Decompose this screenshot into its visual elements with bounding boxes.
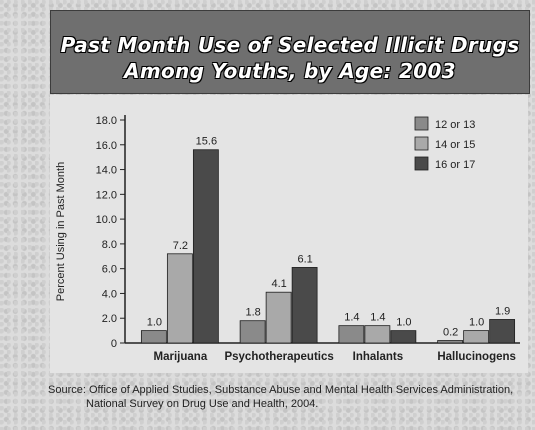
bar [364, 325, 391, 344]
bar [463, 330, 490, 344]
source-line-2: National Survey on Drug Use and Health, … [86, 398, 319, 410]
legend-label: 14 or 15 [435, 139, 475, 151]
y-tick-label: 18.0 [96, 115, 117, 127]
y-tick-label: 6.0 [102, 264, 117, 276]
bar-value-label: 1.8 [245, 307, 260, 319]
y-tick-label: 12.0 [96, 189, 117, 201]
y-axis-label: Percent Using in Past Month [55, 162, 67, 301]
bar-value-label: 1.4 [344, 312, 359, 324]
bar-value-label: 1.4 [370, 312, 385, 324]
bar [291, 267, 318, 344]
bar [265, 291, 292, 344]
title-band: Past Month Use of Selected Illicit Drugs… [50, 10, 530, 94]
bar-value-label: 0.2 [443, 327, 458, 339]
y-tick-label: 4.0 [102, 288, 117, 300]
y-tick-label: 8.0 [102, 239, 117, 251]
x-category-label: Psychotherapeutics [224, 351, 333, 363]
legend-label: 12 or 13 [435, 119, 475, 131]
y-tick-label: 10.0 [96, 214, 117, 226]
bar [390, 330, 417, 344]
source-line-1: Office of Applied Studies, Substance Abu… [88, 384, 514, 396]
bar [239, 320, 266, 344]
legend-swatch [414, 156, 429, 171]
chart-title-line-2: Among Youths, by Age: 2003 [124, 59, 456, 83]
x-category-label: Inhalants [353, 351, 403, 363]
bar-value-label: 7.2 [173, 240, 188, 252]
bar [437, 340, 464, 344]
bar-value-label: 15.6 [196, 136, 217, 148]
bar-value-label: 1.0 [147, 317, 162, 329]
legend-swatch [414, 116, 429, 131]
bar [166, 253, 193, 344]
bar [338, 325, 365, 344]
x-category-label: Hallucinogens [437, 351, 516, 363]
bar-value-label: 6.1 [297, 253, 312, 265]
bar-value-label: 1.0 [469, 317, 484, 329]
bar [192, 149, 219, 344]
x-category-label: Marijuana [154, 351, 208, 363]
bar-value-label: 1.0 [396, 317, 411, 329]
bar [489, 319, 516, 344]
bar-chart: Percent Using in Past Month 0 2.0 4.0 6.0 8.0… [55, 115, 520, 363]
bar-value-label: 4.1 [271, 278, 286, 290]
y-tick-label: 14.0 [96, 165, 117, 177]
chart-title-line-1: Past Month Use of Selected Illicit Drugs [60, 33, 520, 57]
legend-swatch [414, 136, 429, 151]
bar-value-label: 1.9 [495, 305, 510, 317]
legend-label: 16 or 17 [435, 159, 475, 171]
y-tick-label: 0 [111, 338, 117, 350]
y-tick-label: 2.0 [102, 313, 117, 325]
bar [140, 330, 167, 344]
chart-panel: Percent Using in Past Month 0 2.0 4.0 6.0 8.0… [50, 95, 528, 373]
source-label: Source: [48, 384, 86, 396]
y-tick-label: 16.0 [96, 140, 117, 152]
source-note: Source: Office of Applied Studies, Subst… [48, 383, 528, 411]
